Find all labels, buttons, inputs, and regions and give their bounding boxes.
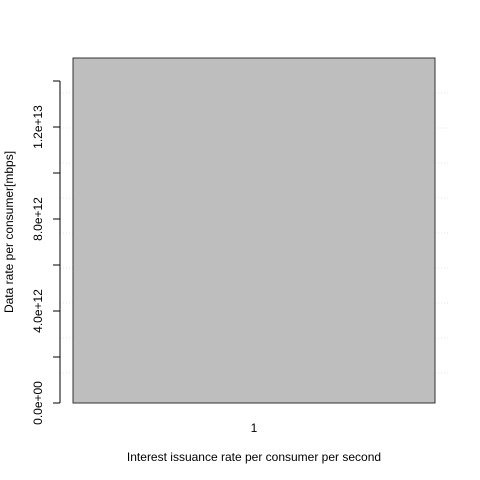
x-axis: 1 xyxy=(251,421,258,435)
y-tick-label: 4.0e+12 xyxy=(31,289,45,333)
bar xyxy=(72,57,436,404)
y-tick-label: 8.0e+12 xyxy=(31,197,45,241)
y-tick-label: 1.2e+13 xyxy=(31,105,45,149)
y-axis-label: Data rate per consumer[mbps] xyxy=(2,151,16,313)
x-tick-label: 1 xyxy=(251,421,258,435)
x-axis-label: Interest issuance rate per consumer per … xyxy=(127,450,381,464)
bar-layer xyxy=(72,57,436,404)
y-tick-label: 0.0e+00 xyxy=(31,381,45,425)
y-axis: 0.0e+00 4.0e+12 8.0e+12 1.2e+13 xyxy=(31,80,61,425)
